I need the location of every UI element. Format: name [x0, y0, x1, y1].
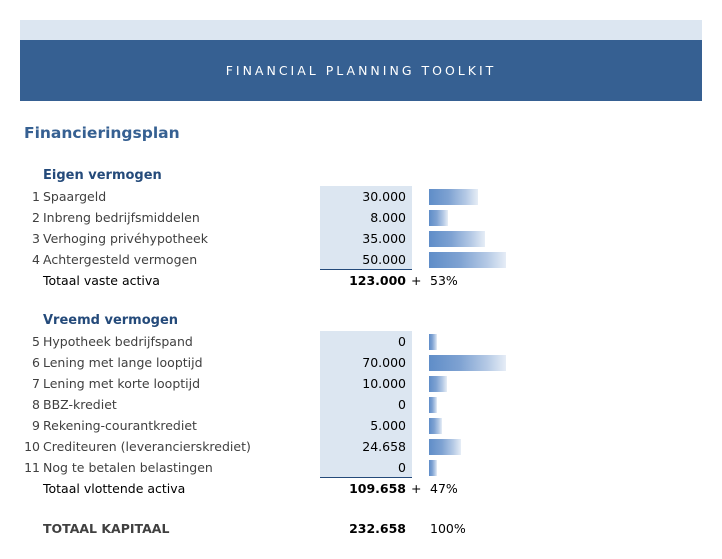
total-value: 123.000: [349, 273, 406, 288]
header-strip: [20, 20, 702, 40]
row-label: Spaargeld: [43, 189, 107, 204]
row-number: 7: [32, 376, 40, 391]
data-bar: [429, 397, 437, 413]
section-heading-vreemd: Vreemd vermogen: [43, 313, 179, 328]
table-row: 2 Inbreng bedrijfsmiddelen 8.000: [0, 207, 722, 228]
amount-input[interactable]: 30.000: [320, 186, 412, 207]
row-label: Verhoging privéhypotheek: [43, 231, 208, 246]
amount-input[interactable]: 0: [320, 394, 412, 415]
section-heading-eigen: Eigen vermogen: [43, 168, 162, 183]
row-label: BBZ-krediet: [43, 397, 117, 412]
table-row: 3 Verhoging privéhypotheek 35.000: [0, 228, 722, 249]
amount-input[interactable]: 0: [320, 457, 412, 478]
total-label: Totaal vlottende activa: [43, 481, 186, 496]
total-value: 109.658: [349, 481, 406, 496]
total-label: Totaal vaste activa: [43, 273, 160, 288]
amount-input[interactable]: 5.000: [320, 415, 412, 436]
table-row: 9 Rekening-courantkrediet 5.000: [0, 415, 722, 436]
plus-sign: +: [411, 481, 422, 496]
plus-sign: +: [411, 273, 422, 288]
row-label: Hypotheek bedrijfspand: [43, 334, 193, 349]
row-number: 5: [32, 334, 40, 349]
row-number: 4: [32, 252, 40, 267]
data-bar: [429, 439, 462, 455]
row-number: 6: [32, 355, 40, 370]
table-row: 1 Spaargeld 30.000: [0, 186, 722, 207]
row-label: Crediteuren (leverancierskrediet): [43, 439, 251, 454]
grand-total-value: 232.658: [349, 521, 406, 536]
table-row: 10 Crediteuren (leverancierskrediet) 24.…: [0, 436, 722, 457]
data-bar: [429, 418, 442, 434]
data-bar: [429, 231, 486, 247]
grand-total-row: TOTAAL KAPITAAL 232.658 100%: [0, 518, 722, 539]
amount-input[interactable]: 24.658: [320, 436, 412, 457]
amount-input[interactable]: 50.000: [320, 249, 412, 270]
data-bar: [429, 210, 449, 226]
total-percent: 47%: [430, 481, 458, 496]
table-row: 11 Nog te betalen belastingen 0: [0, 457, 722, 478]
amount-input[interactable]: 70.000: [320, 352, 412, 373]
row-number: 10: [24, 439, 40, 454]
data-bar: [429, 376, 447, 392]
row-label: Achtergesteld vermogen: [43, 252, 198, 267]
total-percent: 53%: [430, 273, 458, 288]
table-row: 7 Lening met korte looptijd 10.000: [0, 373, 722, 394]
page-title: Financieringsplan: [24, 124, 180, 142]
row-number: 3: [32, 231, 40, 246]
data-bar: [429, 334, 437, 350]
amount-input[interactable]: 10.000: [320, 373, 412, 394]
row-label: Inbreng bedrijfsmiddelen: [43, 210, 200, 225]
amount-input[interactable]: 35.000: [320, 228, 412, 249]
data-bar: [429, 460, 437, 476]
row-number: 2: [32, 210, 40, 225]
row-number: 9: [32, 418, 40, 433]
row-label: Nog te betalen belastingen: [43, 460, 213, 475]
row-number: 11: [24, 460, 40, 475]
data-bar: [429, 355, 506, 371]
row-number: 8: [32, 397, 40, 412]
row-label: Lening met lange looptijd: [43, 355, 203, 370]
amount-input[interactable]: 8.000: [320, 207, 412, 228]
total-row: Totaal vlottende activa 109.658 + 47%: [0, 478, 722, 499]
total-row: Totaal vaste activa 123.000 + 53%: [0, 270, 722, 291]
amount-input[interactable]: 0: [320, 331, 412, 352]
table-row: 6 Lening met lange looptijd 70.000: [0, 352, 722, 373]
grand-total-percent: 100%: [430, 521, 466, 536]
data-bar: [429, 189, 479, 205]
data-bar: [429, 252, 506, 268]
row-label: Rekening-courantkrediet: [43, 418, 197, 433]
row-label: Lening met korte looptijd: [43, 376, 201, 391]
table-row: 8 BBZ-krediet 0: [0, 394, 722, 415]
header-banner: FINANCIAL PLANNING TOOLKIT: [20, 40, 702, 101]
grand-total-label: TOTAAL KAPITAAL: [43, 521, 170, 536]
table-row: 5 Hypotheek bedrijfspand 0: [0, 331, 722, 352]
table-row: 4 Achtergesteld vermogen 50.000: [0, 249, 722, 270]
row-number: 1: [32, 189, 40, 204]
